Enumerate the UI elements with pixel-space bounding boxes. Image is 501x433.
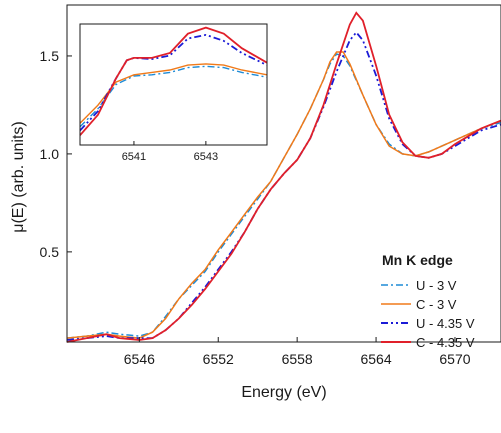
x-tick-label: 6564: [360, 351, 391, 367]
x-tick-label: 6546: [124, 351, 155, 367]
inset-series-line-4: [79, 26, 268, 136]
main-series-group: [66, 11, 501, 343]
y-axis-label: μ(E) (arb. units): [10, 121, 27, 232]
legend-label: U - 4.35 V: [416, 316, 475, 331]
y-tick-label: 1.5: [40, 48, 60, 64]
legend-label: U - 3 V: [416, 278, 457, 293]
legend: Mn K edge U - 3 V C - 3 V U - 4.35 V C - 4.…: [381, 252, 475, 350]
inset-x-ticks: 6541 6543: [122, 141, 218, 163]
y-tick-label: 0.5: [40, 244, 60, 260]
inset-series-line-1: [79, 65, 268, 128]
x-axis-label: Energy (eV): [241, 384, 326, 401]
legend-label: C - 4.35 V: [416, 335, 475, 350]
y-axis-ticks: 0.5 1.0 1.5: [40, 48, 72, 260]
legend-title: Mn K edge: [382, 252, 453, 268]
x-axis-ticks: 6546 6552 6558 6564 6570: [124, 337, 471, 367]
inset-plot: 6541 6543: [79, 23, 268, 163]
inset-series-group: [79, 26, 268, 136]
series-line-2: [66, 51, 501, 339]
plot-frame: [66, 4, 501, 343]
y-tick-label: 1.0: [40, 146, 60, 162]
x-tick-label: 6570: [439, 351, 470, 367]
legend-items: U - 3 V C - 3 V U - 4.35 V C - 4.35 V: [381, 278, 475, 350]
x-tick-label: 6552: [203, 351, 234, 367]
x-tick-label: 6558: [282, 351, 313, 367]
legend-label: C - 3 V: [416, 297, 457, 312]
inset-frame: [79, 23, 268, 146]
inset-x-tick-label: 6541: [122, 151, 146, 163]
inset-x-tick-label: 6543: [194, 151, 218, 163]
inset-background: [80, 24, 267, 145]
series-line-4: [66, 11, 501, 343]
